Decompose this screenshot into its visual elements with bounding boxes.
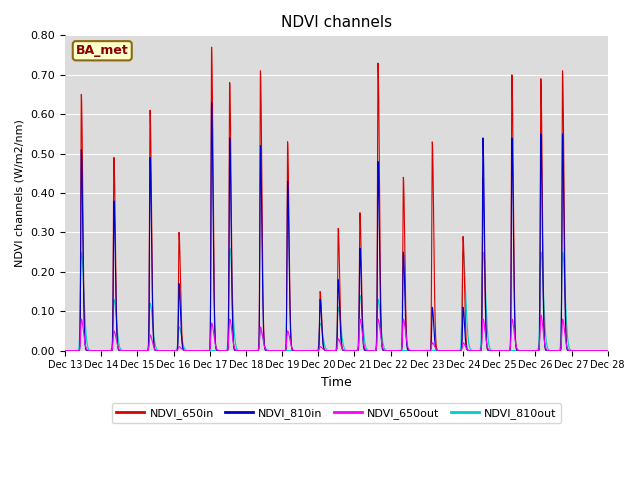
- X-axis label: Time: Time: [321, 376, 352, 389]
- Title: NDVI channels: NDVI channels: [281, 15, 392, 30]
- Y-axis label: NDVI channels (W/m2/nm): NDVI channels (W/m2/nm): [15, 119, 25, 267]
- Text: BA_met: BA_met: [76, 44, 129, 57]
- Legend: NDVI_650in, NDVI_810in, NDVI_650out, NDVI_810out: NDVI_650in, NDVI_810in, NDVI_650out, NDV…: [112, 404, 561, 423]
